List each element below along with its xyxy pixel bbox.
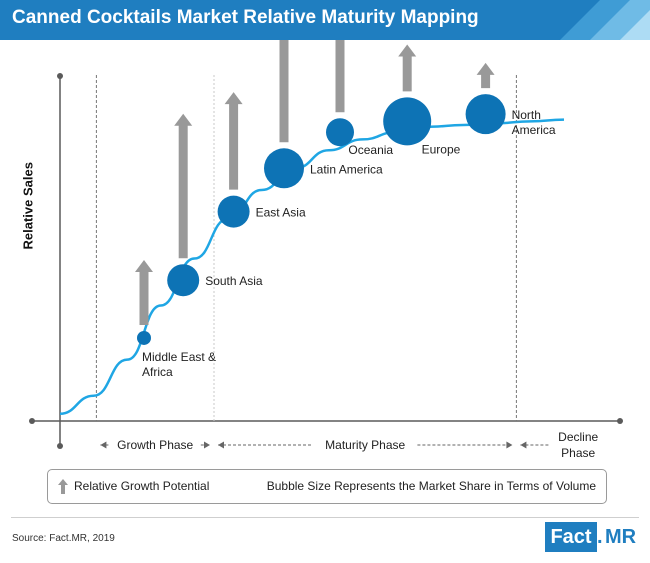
growth-arrow-south-asia bbox=[174, 113, 193, 259]
legend-bubble-label: Bubble Size Represents the Market Share … bbox=[266, 479, 596, 493]
phase-arrowhead-left bbox=[100, 441, 107, 449]
maturity-chart: Middle East &Africa South Asia East Asia La… bbox=[29, 40, 623, 460]
phase-arrowhead-right bbox=[506, 441, 513, 449]
legend-growth-label: Relative Growth Potential bbox=[74, 479, 210, 493]
point-label: Oceania bbox=[348, 143, 393, 157]
y-axis-end-dot bbox=[57, 73, 63, 79]
x-axis-start-dot bbox=[29, 418, 35, 424]
bubble-middle-east-africa bbox=[137, 330, 151, 345]
point-label: Middle East & bbox=[142, 350, 216, 364]
source-note: Source: Fact.MR, 2019 bbox=[12, 533, 115, 544]
growth-arrow-icon bbox=[58, 479, 68, 494]
bubble-east-asia bbox=[217, 195, 250, 228]
phase-arrowhead-left bbox=[520, 441, 527, 449]
growth-arrow-europe bbox=[398, 44, 417, 92]
phase-arrowhead-right bbox=[204, 441, 210, 449]
y-axis-label: Relative Sales bbox=[20, 162, 36, 250]
phase-label-decline-phase: Decline bbox=[558, 430, 598, 444]
growth-arrow-oceania bbox=[335, 40, 345, 113]
growth-arrow-east-asia bbox=[224, 92, 243, 190]
point-label: North bbox=[512, 108, 541, 122]
point-label: Europe bbox=[422, 142, 461, 156]
header-banner: Canned Cocktails Market Relative Maturit… bbox=[0, 0, 650, 40]
point-label: East Asia bbox=[256, 206, 306, 220]
footer-divider bbox=[11, 517, 639, 518]
phase-label-growth-phase: Growth Phase bbox=[117, 438, 193, 452]
y-axis-origin-dot bbox=[57, 443, 63, 449]
phase-label-maturity-phase: Maturity Phase bbox=[325, 438, 405, 452]
growth-arrow-latin-america bbox=[279, 40, 289, 143]
logo-mr: MR bbox=[605, 526, 637, 548]
bubble-europe bbox=[383, 97, 432, 146]
bubble-oceania bbox=[326, 118, 354, 147]
phase-arrowhead-left bbox=[218, 441, 224, 449]
point-label: Latin America bbox=[310, 162, 383, 176]
point-label: South Asia bbox=[205, 274, 263, 288]
bubble-north-america bbox=[465, 94, 506, 135]
logo-dot: . bbox=[597, 526, 603, 548]
point-label-line2: America bbox=[512, 123, 556, 137]
bubble-latin-america bbox=[264, 148, 304, 189]
factmr-logo: Fact . MR bbox=[545, 522, 645, 552]
phase-label-line2: Phase bbox=[561, 446, 595, 460]
growth-arrow-middle-east-africa bbox=[135, 259, 153, 325]
bubble-south-asia bbox=[167, 264, 200, 297]
logo-fact: Fact bbox=[545, 522, 597, 552]
x-axis-end-dot bbox=[617, 418, 623, 424]
point-label-line2: Africa bbox=[142, 365, 173, 379]
page-title: Canned Cocktails Market Relative Maturit… bbox=[12, 7, 479, 28]
legend: Relative Growth Potential Bubble Size Re… bbox=[47, 469, 607, 504]
header-decoration bbox=[560, 0, 650, 40]
growth-arrow-north-america bbox=[476, 62, 495, 89]
